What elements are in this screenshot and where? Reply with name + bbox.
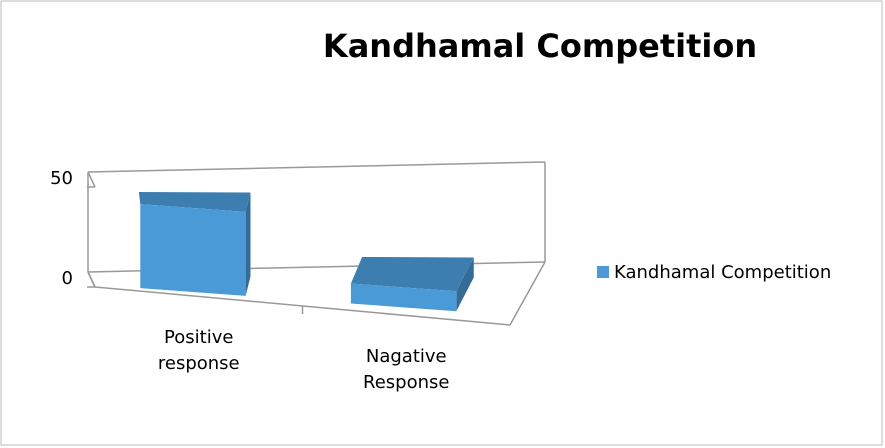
x-tick-label: Nagative Response [363,345,450,393]
grid-line [87,271,96,288]
bar [138,191,251,296]
axis-line [509,261,546,326]
bar-face [350,256,474,292]
bar-face [350,283,457,312]
bar-face [456,257,474,312]
x-tick-label: Positive response [157,326,240,374]
bar-face [138,191,251,212]
bar-face [245,192,251,296]
y-tick-label: 0 [62,268,73,289]
legend-label: Kandhamal Competition [614,262,831,283]
bar-face [140,204,246,296]
y-tick-label: 50 [50,168,73,189]
legend-swatch [597,266,609,278]
grid-line [87,171,96,188]
grid-line [87,161,546,173]
bar [350,256,474,312]
chart-title: Kandhamal Competition [323,27,757,65]
